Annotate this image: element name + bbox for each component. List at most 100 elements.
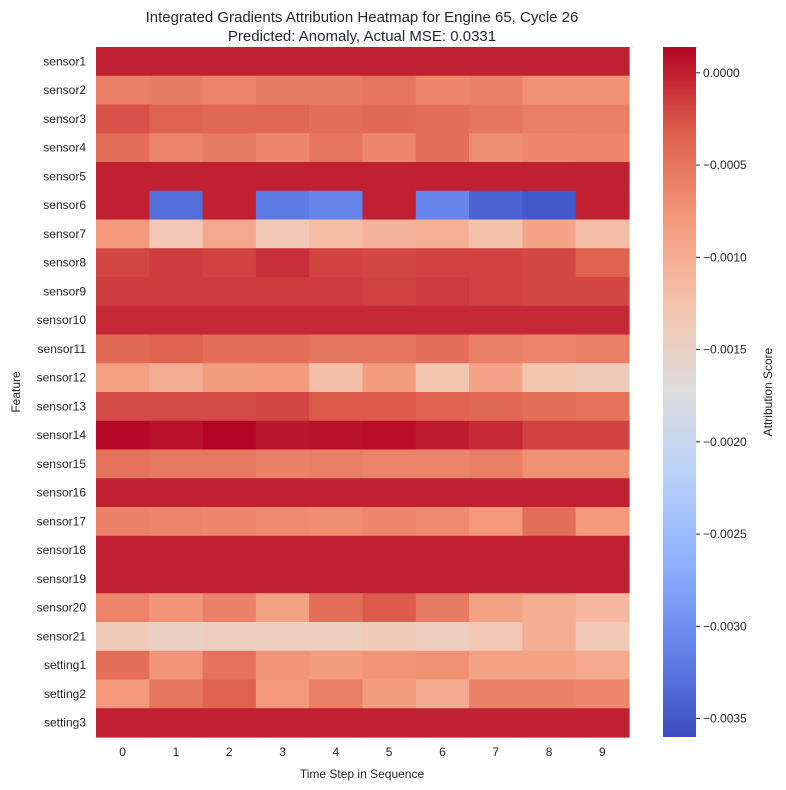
heatmap-cell — [415, 363, 470, 393]
heatmap-cell — [96, 708, 150, 738]
y-tick-label: sensor1 — [43, 54, 86, 68]
heatmap-cell — [415, 564, 470, 594]
colorbar-tick-label: −0.0015 — [703, 343, 747, 357]
heatmap-cell — [149, 248, 204, 278]
heatmap-cell — [522, 478, 577, 508]
y-tick-label: sensor2 — [43, 83, 86, 97]
heatmap-cell — [575, 679, 630, 709]
heatmap-cell — [255, 277, 310, 307]
heatmap-cell — [469, 708, 523, 738]
y-tick-label: sensor6 — [43, 198, 86, 212]
heatmap-cell — [202, 334, 257, 364]
colorbar-label: Attribution Score — [761, 347, 775, 436]
colorbar-tick-label: −0.0010 — [703, 250, 747, 264]
heatmap-cell — [469, 507, 523, 537]
heatmap-cell — [202, 162, 257, 192]
heatmap-cell — [149, 162, 204, 192]
heatmap-cell — [309, 564, 364, 594]
heatmap-cell — [149, 47, 204, 77]
heatmap-cell — [202, 305, 257, 336]
y-tick-label: sensor21 — [37, 629, 87, 643]
heatmap-cell — [469, 47, 523, 77]
heatmap-cell — [309, 593, 364, 623]
heatmap-cell — [309, 392, 364, 422]
heatmap-cell — [575, 104, 630, 134]
heatmap-cell — [96, 219, 150, 249]
y-tick-label: sensor5 — [43, 169, 86, 183]
heatmap-cell — [575, 420, 630, 451]
heatmap-cell — [255, 593, 310, 623]
heatmap-cell — [309, 277, 364, 307]
heatmap-cell — [202, 392, 257, 422]
heatmap-cell — [255, 219, 310, 249]
heatmap-cell — [362, 650, 417, 681]
heatmap-cell — [415, 650, 470, 681]
heatmap-cell — [255, 248, 310, 278]
heatmap-cell — [575, 622, 630, 652]
heatmap-cell — [575, 650, 630, 681]
heatmap-cell — [202, 420, 257, 451]
heatmap-cell — [202, 708, 257, 738]
heatmap-cell — [415, 679, 470, 709]
heatmap-cell — [469, 190, 523, 221]
heatmap-cell — [202, 622, 257, 652]
y-tick-label: sensor12 — [37, 371, 87, 385]
heatmap-cell — [575, 363, 630, 393]
heatmap-cell — [309, 248, 364, 278]
x-tick-label: 9 — [599, 745, 606, 759]
heatmap-cell — [415, 305, 470, 336]
heatmap-cell — [309, 75, 364, 106]
heatmap-cell — [202, 277, 257, 307]
heatmap-cell — [255, 420, 310, 451]
colorbar-ticks: 0.0000 −0.0005 −0.0010 −0.0015 −0.0020 −0.002… — [696, 66, 747, 726]
y-tick-label: sensor19 — [37, 572, 87, 586]
y-tick-label: sensor18 — [37, 543, 87, 557]
heatmap-cell — [522, 622, 577, 652]
heatmap-cell — [415, 593, 470, 623]
heatmap-cell — [362, 219, 417, 249]
heatmap-cell — [575, 47, 630, 77]
heatmap-cell — [469, 478, 523, 508]
heatmap-cell — [309, 219, 364, 249]
colorbar-tick-label: 0.0000 — [703, 66, 740, 80]
heatmap-cell — [362, 708, 417, 738]
heatmap-cell — [415, 277, 470, 307]
heatmap-cell — [96, 478, 150, 508]
heatmap-cell — [309, 478, 364, 508]
heatmap-cell — [255, 305, 310, 336]
heatmap-cell — [415, 219, 470, 249]
heatmap-cell — [469, 449, 523, 479]
heatmap-cell — [202, 535, 257, 566]
heatmap-cell — [202, 650, 257, 681]
heatmap-cell — [309, 507, 364, 537]
y-tick-label: sensor15 — [37, 457, 87, 471]
x-tick-labels: 0 1 2 3 4 5 6 7 8 9 — [119, 745, 606, 759]
heatmap-cell — [255, 507, 310, 537]
heatmap-cell — [149, 564, 204, 594]
heatmap-cell — [96, 305, 150, 336]
heatmap-cell — [96, 248, 150, 278]
heatmap-cell — [255, 104, 310, 134]
heatmap-cell — [255, 133, 310, 163]
heatmap-cell — [202, 47, 257, 77]
heatmap-cell — [255, 564, 310, 594]
heatmap-cell — [149, 679, 204, 709]
heatmap-cell — [255, 478, 310, 508]
heatmap-cell — [469, 622, 523, 652]
heatmap-cell — [575, 219, 630, 249]
heatmap-cell — [96, 679, 150, 709]
heatmap-cell — [469, 162, 523, 192]
heatmap-cell — [575, 334, 630, 364]
heatmap-cell — [149, 478, 204, 508]
heatmap-cell — [96, 162, 150, 192]
heatmap-cell — [309, 133, 364, 163]
heatmap-cell — [96, 75, 150, 106]
heatmap-cell — [202, 248, 257, 278]
heatmap-cell — [309, 104, 364, 134]
heatmap-cell — [469, 305, 523, 336]
heatmap-cell — [96, 392, 150, 422]
heatmap-cell — [575, 507, 630, 537]
heatmap-cells — [96, 47, 630, 738]
heatmap-cell — [96, 420, 150, 451]
heatmap-cell — [96, 190, 150, 221]
